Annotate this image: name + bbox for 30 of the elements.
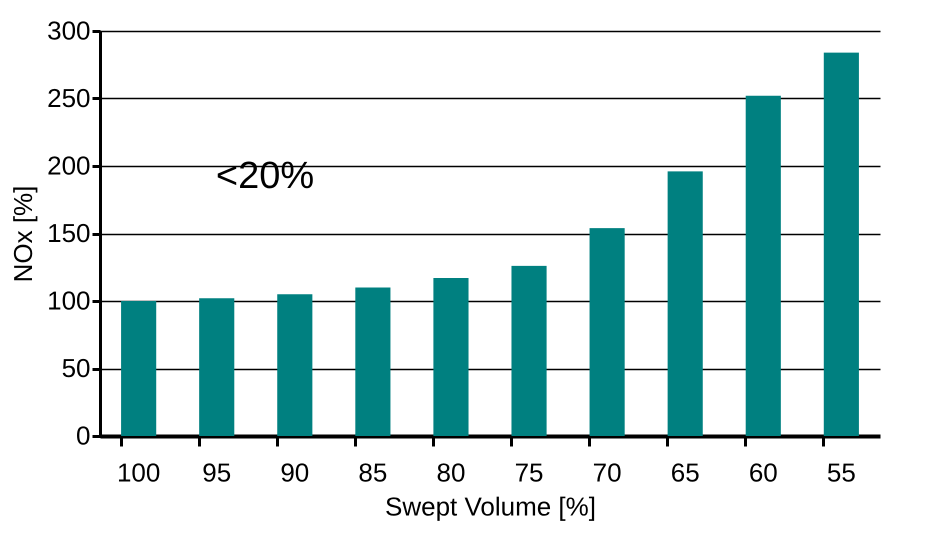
bar <box>355 288 390 436</box>
bar <box>590 228 625 436</box>
x-tick-label: 65 <box>670 458 700 488</box>
x-tick-label: 75 <box>514 458 544 488</box>
annotation: <20% <box>216 155 314 197</box>
bar <box>668 171 703 436</box>
y-tick-label: 150 <box>47 218 90 248</box>
y-tick-label: 250 <box>47 83 90 113</box>
y-tick-label: 200 <box>47 150 90 180</box>
x-tick-label: 85 <box>358 458 388 488</box>
x-tick-label: 55 <box>826 458 856 488</box>
x-tick-label: 80 <box>436 458 466 488</box>
bar <box>746 96 781 436</box>
y-tick-label: 300 <box>47 16 90 46</box>
y-tick-label: 0 <box>76 420 90 450</box>
y-tick-label: 100 <box>47 286 90 316</box>
x-axis-title: Swept Volume [%] <box>385 492 596 522</box>
x-tick-label: 95 <box>202 458 232 488</box>
x-tick-label: 60 <box>748 458 778 488</box>
bar <box>433 278 469 436</box>
x-tick-label: 100 <box>116 458 160 488</box>
bar <box>199 298 234 436</box>
x-tick-label: 90 <box>280 458 310 488</box>
bar <box>511 266 547 436</box>
bar <box>277 294 312 436</box>
bar <box>824 52 859 436</box>
x-tick-label: 70 <box>592 458 622 488</box>
y-axis-title: NOx [%] <box>8 186 38 282</box>
bar <box>121 301 156 436</box>
y-tick-label: 50 <box>62 353 90 383</box>
